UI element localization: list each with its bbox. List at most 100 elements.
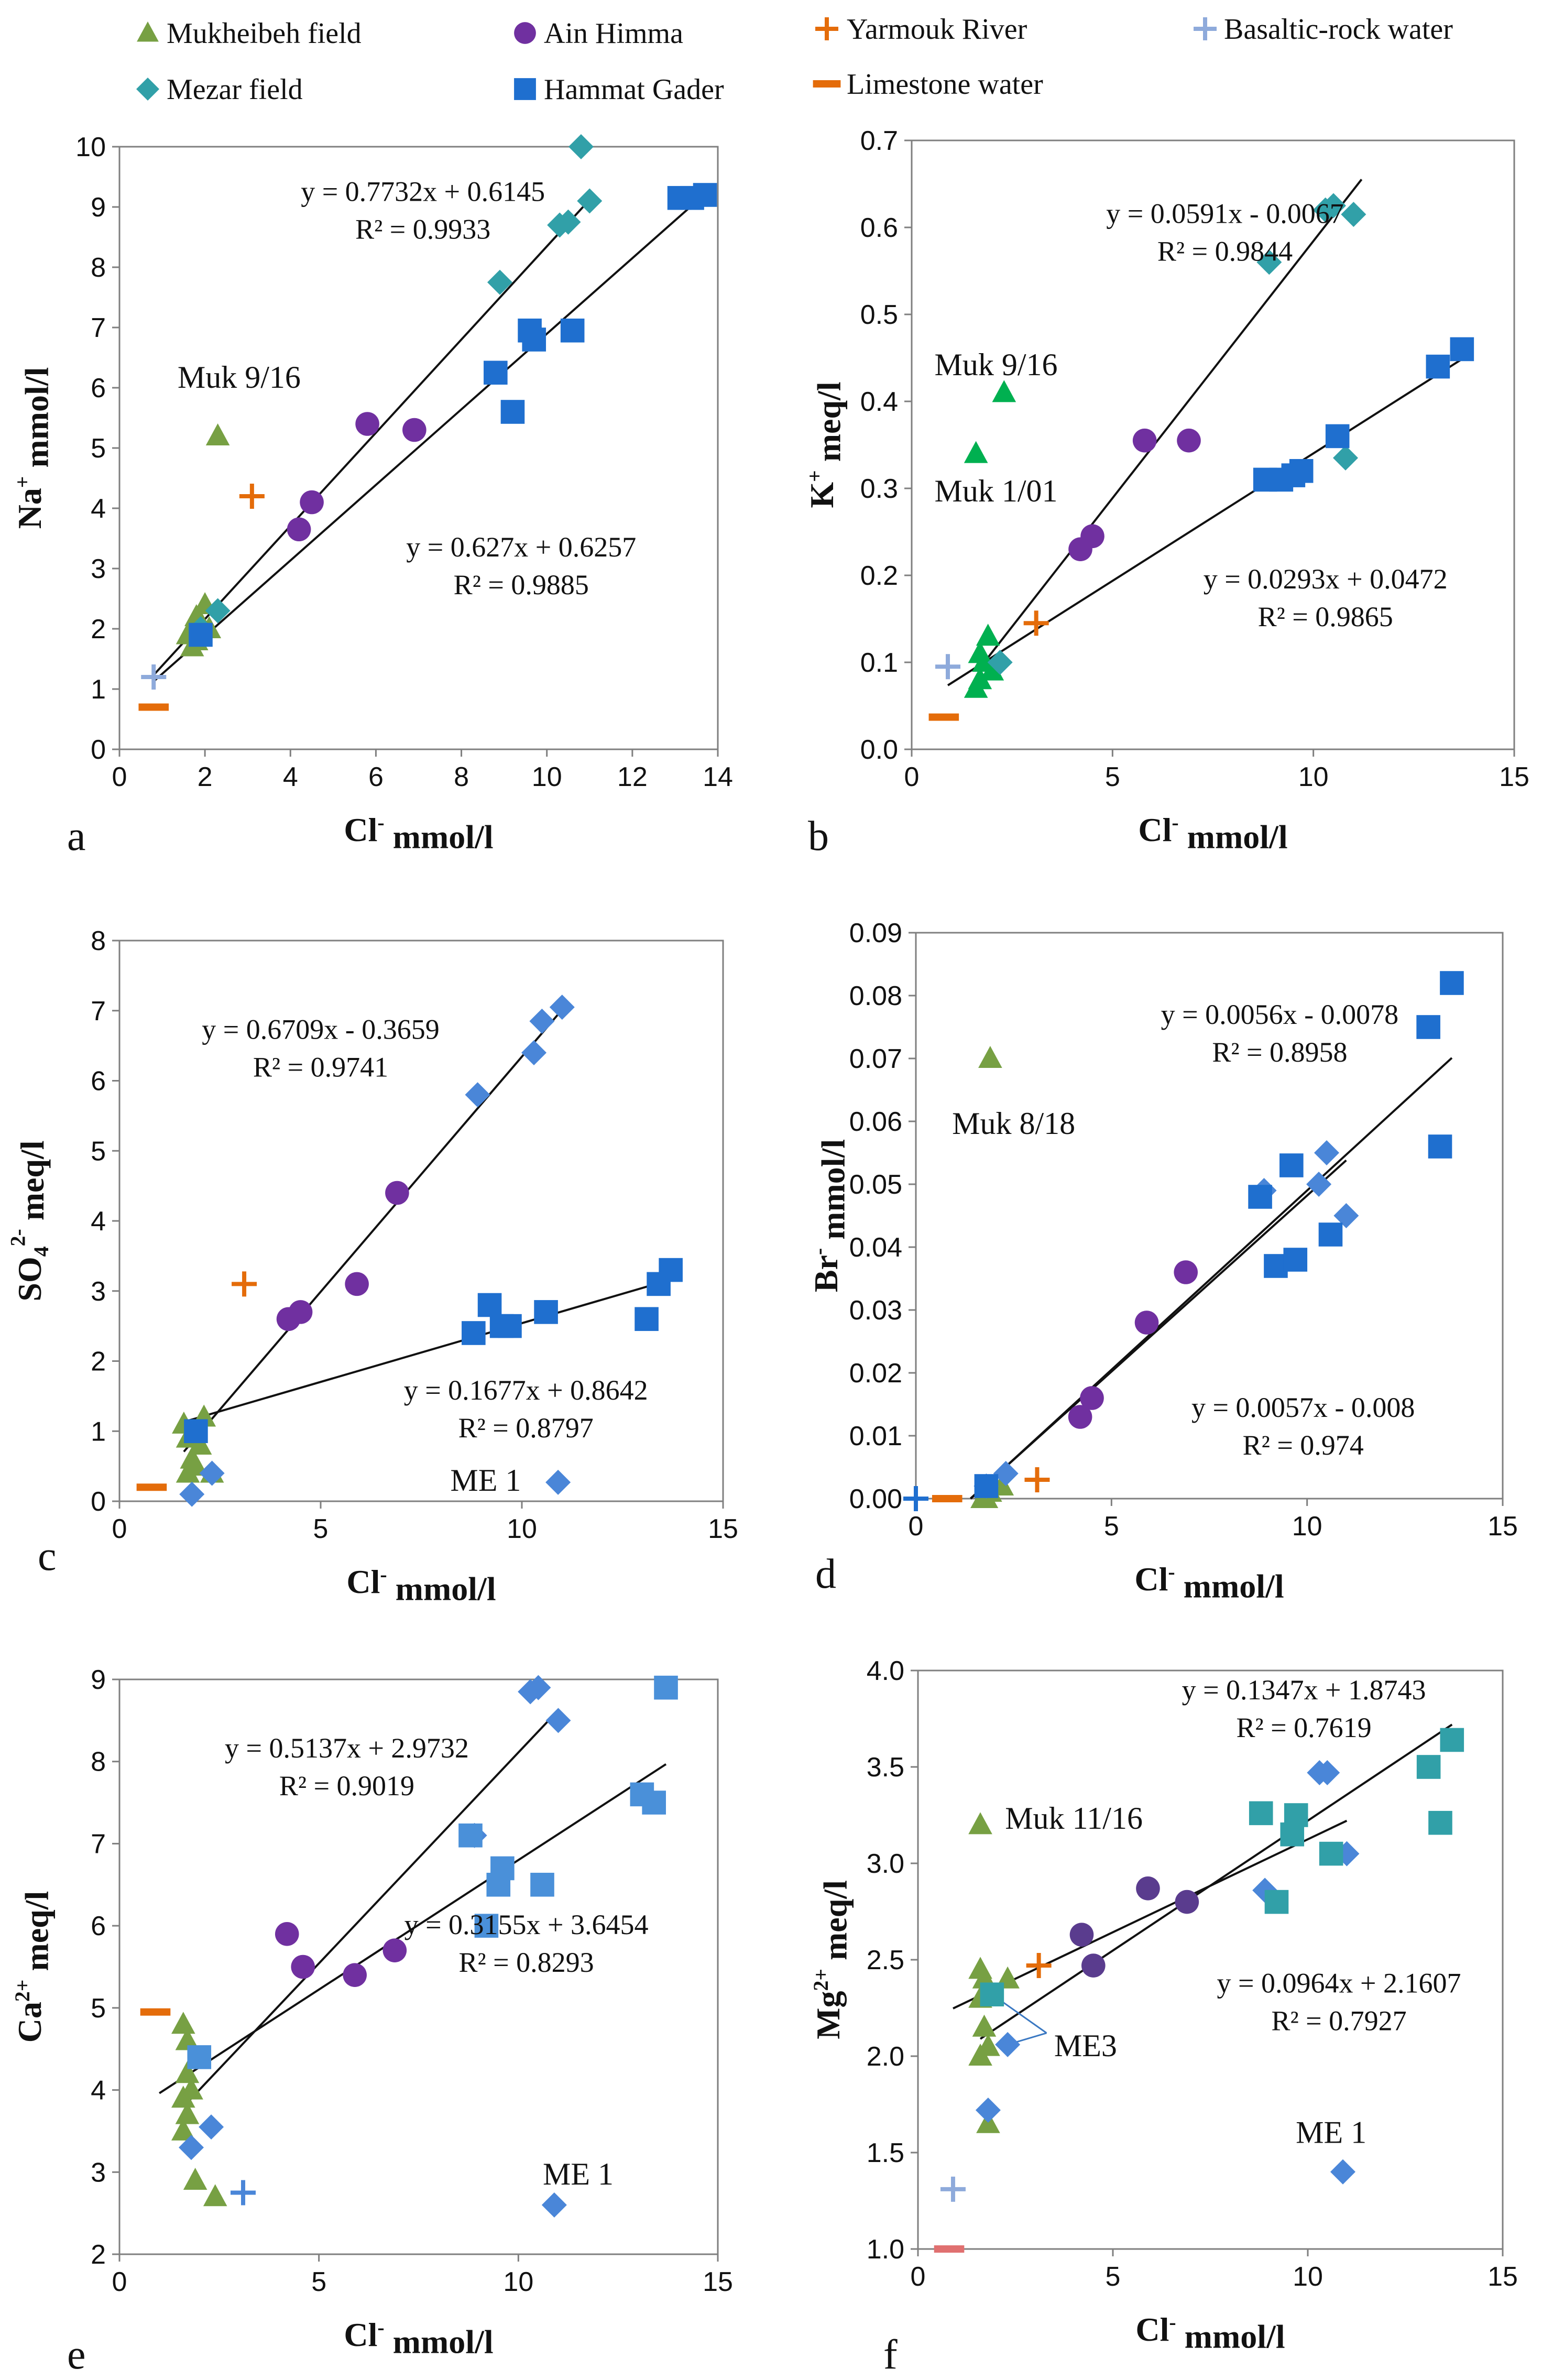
y-tick-label: 6 [91,1066,106,1097]
plot-area-b [911,139,1515,750]
y-tick-label: 0.03 [849,1295,902,1326]
y-tick-label: 6 [91,373,106,403]
y-tick-label: 0.2 [860,561,898,591]
series-ain-himma [1068,428,1201,561]
y-tick-label: 0.07 [849,1044,902,1074]
trend-r2-1: R² = 0.9019 [279,1770,414,1802]
x-tick-label: 10 [1293,2262,1323,2292]
y-tick-label: 0 [91,1487,106,1517]
data-point [972,2014,997,2037]
trend-equation-2: y = 0.1677x + 0.8642 [404,1374,648,1406]
y-tick-label: 0.3 [860,474,898,504]
data-point [1330,2159,1355,2185]
data-point [1315,1760,1340,1786]
series-basaltic-rock-water [935,654,960,680]
data-point [1264,1890,1289,1914]
trend-r2-2: R² = 0.974 [1243,1429,1364,1461]
data-point [1333,445,1358,471]
data-point [934,2245,965,2253]
trendline-1 [152,199,590,676]
data-point [530,1872,554,1897]
x-tick-label: 5 [313,1514,329,1544]
data-point [1321,193,1346,219]
data-point [382,1938,407,1962]
y-tick-label: 0.7 [860,126,898,156]
data-point [300,490,324,515]
data-point [498,1314,522,1338]
trend-equation-2: y = 0.627x + 0.6257 [406,531,636,563]
sample-annotation: Muk 1/01 [934,474,1057,508]
data-point [995,2032,1021,2057]
legend-marker-limestone [813,80,841,88]
trend-r2-2: R² = 0.7927 [1271,2005,1406,2037]
x-axis-label: Cl-​ mmol/l [344,2316,493,2360]
data-point [545,1469,571,1495]
series-ain-himma [1068,1260,1198,1429]
y-tick-label: 0.09 [849,918,902,948]
data-point [1132,428,1157,453]
x-axis-label: Cl-​ mmol/l [1135,2311,1285,2355]
data-point [141,664,167,690]
panel-letter: f [883,2332,898,2378]
series-hammat-gader [1253,337,1474,492]
data-point [385,1181,409,1205]
trend-equation-2: y = 0.0964x + 2.1607 [1217,1968,1461,1999]
trend-equation-1: y = 0.7732x + 0.6145 [301,176,545,208]
data-point [978,1046,1002,1068]
trendline-2 [183,1279,671,1423]
y-tick-label: 5 [91,433,106,464]
series-ain-himma [276,1181,409,1331]
x-tick-label: 15 [1488,1511,1518,1542]
x-tick-label: 15 [708,1514,738,1544]
series-yarmouk-river [1024,1467,1050,1492]
data-point [490,1856,515,1881]
panel-letter: c [38,1533,57,1579]
series-mezar-field [987,193,1366,675]
x-tick-label: 5 [1104,1511,1119,1542]
x-tick-label: 5 [1105,762,1120,792]
y-tick-label: 4 [91,1206,106,1237]
series-hammat-gader [187,1675,678,2069]
panel-b: 0 5 10 15 0.0 0.1 0.2 0.3 0.4 0.5 0.6 0.7 Cl-​ mmol/… [803,126,1529,859]
data-point [1136,1876,1160,1901]
data-point [175,2028,200,2050]
legend-label-limestone: Limestone water [847,68,1043,101]
x-tick-label: 14 [703,762,733,792]
y-tick-label: 1 [91,674,106,705]
data-point [183,2167,207,2190]
data-point [343,1963,367,1987]
series-mukheibeh-field [968,1812,1020,2133]
trend-r2-1: R² = 0.7619 [1236,1712,1371,1743]
trend-r2-2: R² = 0.8293 [458,1947,594,1978]
data-point [189,623,213,647]
panel-letter: a [67,813,86,859]
data-point [239,484,265,509]
data-point [175,2102,200,2124]
legend-label-hammat: Hammat Gader [544,73,724,106]
y-tick-label: 2 [91,614,106,645]
sample-annotation: ME 1 [450,1463,521,1498]
data-point [1333,1203,1359,1228]
x-tick-label: 0 [112,1514,127,1544]
y-tick-label: 6 [91,1911,106,1941]
legend-marker-mukheibeh [137,21,159,42]
y-tick-label: 3 [91,554,106,584]
x-tick-label: 10 [1298,762,1329,792]
panel-d: 0 5 10 15 0.00 0.01 0.02 0.03 0.04 0.05 0.06 0.07 0.… [807,918,1518,1604]
y-tick-label: 7 [91,1829,106,1859]
legend-marker-ainhimma [514,22,536,44]
data-point [1450,337,1474,362]
sample-annotation: ME 1 [543,2157,614,2191]
data-point [968,641,992,663]
data-point [462,1321,486,1345]
trend-r2-2: R² = 0.8797 [458,1412,594,1444]
data-point [549,995,575,1020]
series-yarmouk-river [231,2180,256,2206]
y-axis-label: Br-​ mmol/l [807,1139,851,1292]
x-tick-label: 15 [703,2267,733,2297]
x-tick-label: 6 [368,762,384,792]
series-yarmouk-river [1026,1953,1052,1979]
sample-annotation: ME 1 [1296,2115,1366,2150]
data-point [477,1293,502,1317]
